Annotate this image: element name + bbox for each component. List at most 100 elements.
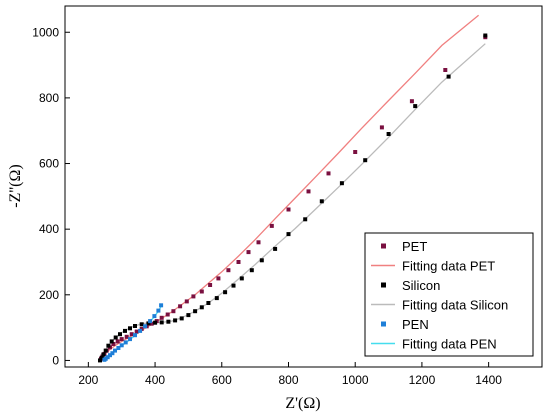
point-pen bbox=[119, 343, 124, 348]
point-silicon bbox=[259, 258, 264, 263]
point-silicon bbox=[386, 132, 391, 136]
x-axis-title: Z'(Ω) bbox=[285, 395, 320, 412]
point-silicon bbox=[339, 181, 344, 186]
point-pen bbox=[123, 340, 128, 345]
point-pet bbox=[191, 294, 196, 299]
x-tick-label: 600 bbox=[212, 373, 232, 387]
point-silicon bbox=[206, 301, 211, 305]
point-silicon bbox=[159, 320, 164, 325]
point-silicon bbox=[118, 332, 122, 337]
point-pet bbox=[353, 150, 358, 154]
y-tick-label: 400 bbox=[39, 222, 59, 236]
x-tick-label: 1200 bbox=[409, 373, 436, 387]
point-pen bbox=[128, 337, 132, 342]
point-pen bbox=[105, 355, 110, 360]
point-silicon bbox=[98, 358, 102, 363]
point-pen bbox=[159, 303, 164, 308]
point-pet bbox=[178, 304, 183, 309]
point-silicon bbox=[273, 246, 278, 251]
point-pet bbox=[159, 315, 164, 320]
point-pet bbox=[379, 125, 384, 130]
point-pet bbox=[208, 283, 213, 287]
point-silicon bbox=[446, 74, 451, 79]
legend-swatch-silicon bbox=[381, 282, 386, 288]
point-pen bbox=[152, 314, 157, 319]
point-pet bbox=[409, 99, 414, 104]
point-silicon bbox=[146, 321, 151, 326]
point-pet bbox=[306, 189, 311, 194]
point-pet bbox=[326, 171, 331, 176]
y-tick-label: 0 bbox=[52, 353, 59, 367]
point-silicon bbox=[99, 355, 104, 360]
point-silicon bbox=[113, 335, 118, 340]
point-pet bbox=[134, 329, 139, 334]
point-pet bbox=[246, 250, 251, 255]
x-tick-label: 400 bbox=[145, 373, 165, 387]
point-pet bbox=[171, 309, 176, 314]
point-pen bbox=[108, 353, 112, 358]
x-tick-label: 200 bbox=[78, 373, 98, 387]
point-pet bbox=[226, 268, 231, 273]
point-pet bbox=[184, 299, 189, 304]
point-silicon bbox=[186, 313, 191, 318]
point-silicon bbox=[139, 322, 144, 327]
point-pen bbox=[143, 324, 148, 329]
x-tick-label: 1000 bbox=[342, 373, 369, 387]
point-pet bbox=[199, 289, 204, 294]
point-silicon bbox=[483, 33, 488, 38]
y-tick-label: 200 bbox=[39, 288, 59, 302]
legend-label-silicon: Silicon bbox=[402, 278, 440, 293]
point-pet bbox=[269, 223, 274, 228]
legend-swatch-pen bbox=[381, 321, 386, 327]
point-silicon bbox=[239, 276, 244, 281]
point-pet bbox=[216, 276, 221, 281]
x-axis-ticks: 200 400 600 800 1000 1200 1400 bbox=[78, 362, 502, 387]
point-pet bbox=[443, 68, 448, 72]
point-silicon bbox=[413, 104, 418, 109]
y-tick-label: 800 bbox=[39, 91, 59, 105]
point-pen bbox=[113, 348, 117, 353]
point-silicon bbox=[231, 283, 236, 288]
point-silicon bbox=[103, 348, 108, 353]
point-pet bbox=[124, 334, 129, 339]
point-pet bbox=[256, 240, 261, 245]
legend-label-fitting-data-pet: Fitting data PET bbox=[402, 259, 495, 274]
point-pet bbox=[286, 207, 291, 212]
point-silicon bbox=[101, 352, 106, 357]
legend: PET Fitting data PET Silicon Fitting data S… bbox=[364, 232, 534, 357]
point-silicon bbox=[303, 217, 308, 222]
legend-label-pet: PET bbox=[402, 239, 427, 254]
point-silicon bbox=[363, 158, 368, 163]
point-silicon bbox=[128, 326, 132, 331]
legend-swatch-pet bbox=[381, 243, 386, 249]
point-pen bbox=[156, 308, 161, 313]
point-silicon bbox=[173, 318, 178, 323]
point-pet bbox=[149, 321, 154, 326]
plot-frame bbox=[64, 5, 543, 368]
point-silicon bbox=[109, 339, 114, 344]
point-silicon bbox=[179, 316, 184, 321]
point-pet bbox=[165, 312, 170, 317]
y-tick-label: 600 bbox=[39, 157, 59, 171]
y-axis-ticks: 0 200 400 600 800 1000 bbox=[32, 25, 70, 367]
point-silicon bbox=[249, 268, 254, 273]
point-silicon bbox=[199, 305, 204, 310]
data-marks bbox=[98, 14, 488, 363]
legend-box bbox=[364, 232, 534, 357]
point-silicon bbox=[106, 343, 111, 348]
point-silicon bbox=[166, 319, 171, 324]
point-pet bbox=[129, 332, 134, 337]
point-silicon bbox=[223, 290, 228, 295]
point-silicon bbox=[133, 324, 137, 328]
point-pen bbox=[148, 319, 153, 324]
point-pen bbox=[133, 333, 137, 338]
point-silicon bbox=[286, 232, 291, 237]
y-tick-label: 1000 bbox=[32, 25, 59, 39]
point-silicon bbox=[319, 199, 324, 204]
point-silicon bbox=[153, 320, 158, 325]
legend-label-fitting-data-pen: Fitting data PEN bbox=[402, 337, 497, 352]
point-silicon bbox=[193, 309, 198, 314]
legend-label-pen: PEN bbox=[402, 317, 429, 332]
point-silicon bbox=[123, 328, 127, 333]
